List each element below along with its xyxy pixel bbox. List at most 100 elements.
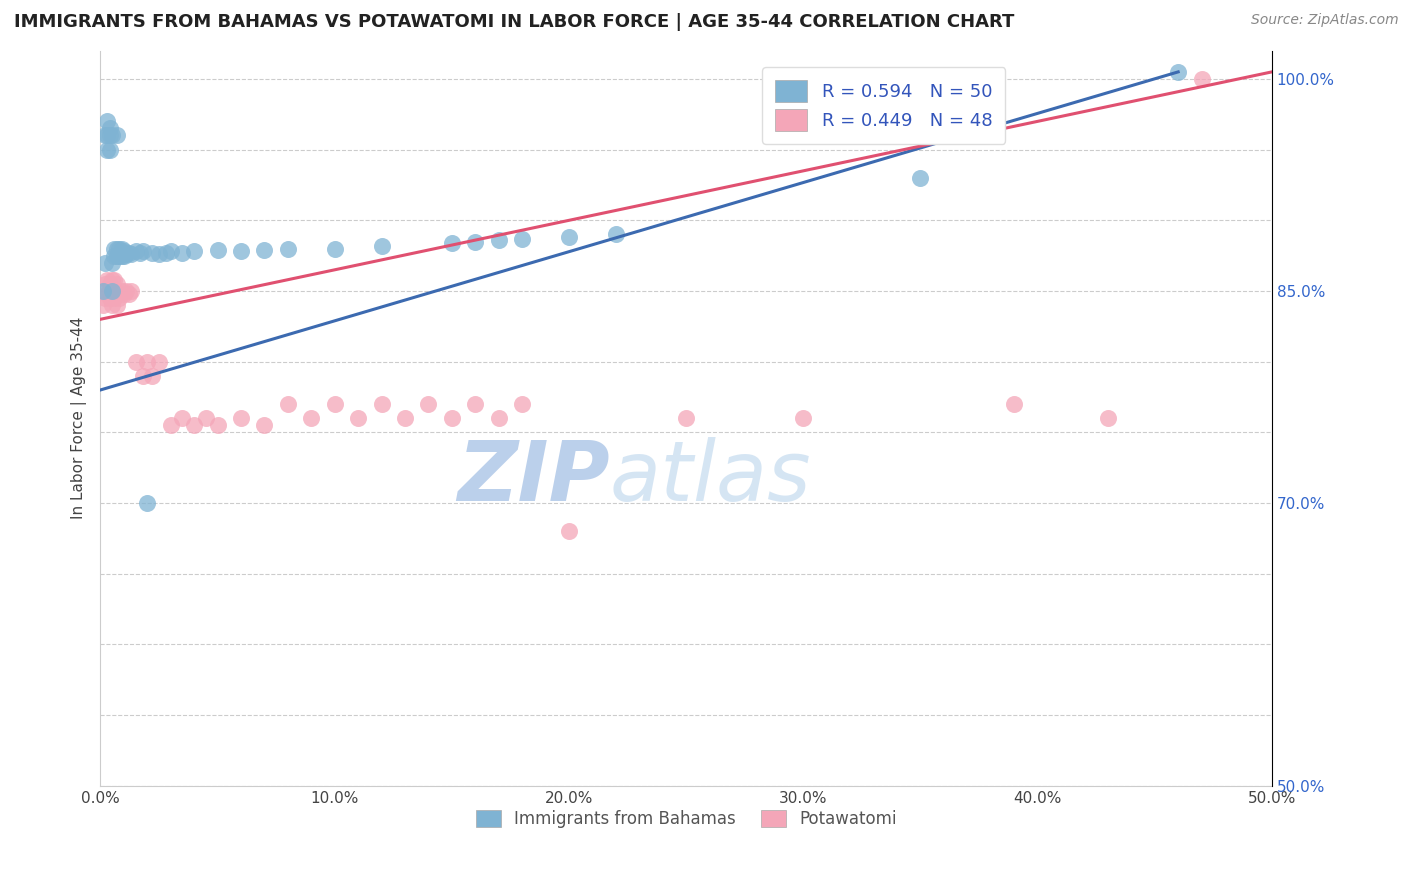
Point — [792, 411, 814, 425]
Text: IMMIGRANTS FROM BAHAMAS VS POTAWATOMI IN LABOR FORCE | AGE 35-44 CORRELATION CHA: IMMIGRANTS FROM BAHAMAS VS POTAWATOMI IN… — [14, 13, 1015, 31]
Point — [418, 397, 440, 411]
Point — [112, 286, 135, 301]
Point — [96, 143, 118, 157]
Point — [1097, 411, 1119, 425]
Point — [94, 291, 117, 305]
Point — [172, 245, 194, 260]
Point — [1167, 65, 1189, 79]
Point — [172, 411, 194, 425]
Point — [117, 286, 139, 301]
Point — [207, 418, 229, 433]
Point — [96, 273, 118, 287]
Point — [131, 368, 153, 383]
Point — [110, 249, 132, 263]
Point — [108, 242, 131, 256]
Point — [101, 128, 124, 143]
Point — [103, 242, 125, 256]
Point — [558, 230, 581, 244]
Point — [94, 256, 117, 270]
Point — [148, 354, 170, 368]
Point — [96, 286, 118, 301]
Point — [141, 245, 163, 260]
Point — [194, 411, 217, 425]
Point — [558, 524, 581, 539]
Point — [136, 496, 159, 510]
Point — [91, 284, 114, 298]
Point — [229, 411, 252, 425]
Point — [277, 397, 299, 411]
Point — [101, 298, 124, 312]
Point — [112, 244, 135, 259]
Point — [98, 121, 121, 136]
Point — [105, 277, 128, 291]
Point — [464, 235, 486, 249]
Point — [1002, 397, 1025, 411]
Point — [141, 368, 163, 383]
Point — [96, 128, 118, 143]
Point — [253, 418, 276, 433]
Point — [91, 298, 114, 312]
Point — [120, 247, 142, 261]
Point — [110, 284, 132, 298]
Point — [96, 114, 118, 128]
Point — [1191, 72, 1213, 87]
Point — [117, 245, 139, 260]
Point — [464, 397, 486, 411]
Text: Source: ZipAtlas.com: Source: ZipAtlas.com — [1251, 13, 1399, 28]
Point — [124, 354, 146, 368]
Point — [183, 244, 205, 259]
Point — [94, 128, 117, 143]
Point — [108, 249, 131, 263]
Point — [94, 277, 117, 291]
Point — [101, 256, 124, 270]
Point — [675, 411, 697, 425]
Point — [115, 284, 138, 298]
Point — [105, 249, 128, 263]
Point — [370, 397, 392, 411]
Y-axis label: In Labor Force | Age 35-44: In Labor Force | Age 35-44 — [72, 317, 87, 519]
Text: ZIP: ZIP — [457, 436, 610, 517]
Point — [605, 227, 627, 242]
Point — [112, 249, 135, 263]
Point — [98, 291, 121, 305]
Point — [183, 418, 205, 433]
Point — [510, 397, 533, 411]
Point — [488, 233, 510, 247]
Point — [103, 273, 125, 287]
Point — [103, 291, 125, 305]
Point — [110, 242, 132, 256]
Point — [103, 249, 125, 263]
Point — [136, 354, 159, 368]
Point — [440, 411, 463, 425]
Point — [323, 397, 346, 411]
Text: atlas: atlas — [610, 436, 811, 517]
Point — [347, 411, 370, 425]
Point — [101, 284, 124, 298]
Point — [98, 128, 121, 143]
Point — [108, 291, 131, 305]
Point — [370, 239, 392, 253]
Point — [129, 245, 152, 260]
Point — [440, 235, 463, 250]
Point — [98, 277, 121, 291]
Point — [159, 244, 181, 259]
Point — [910, 170, 932, 185]
Point — [277, 242, 299, 256]
Point — [253, 243, 276, 257]
Point — [98, 143, 121, 157]
Point — [101, 273, 124, 287]
Point — [159, 418, 181, 433]
Point — [488, 411, 510, 425]
Point — [155, 245, 177, 260]
Point — [394, 411, 416, 425]
Point — [124, 244, 146, 259]
Point — [105, 242, 128, 256]
Point — [323, 242, 346, 256]
Point — [120, 284, 142, 298]
Point — [115, 247, 138, 261]
Point — [105, 128, 128, 143]
Point — [207, 243, 229, 257]
Point — [299, 411, 322, 425]
Point — [229, 244, 252, 259]
Point — [105, 298, 128, 312]
